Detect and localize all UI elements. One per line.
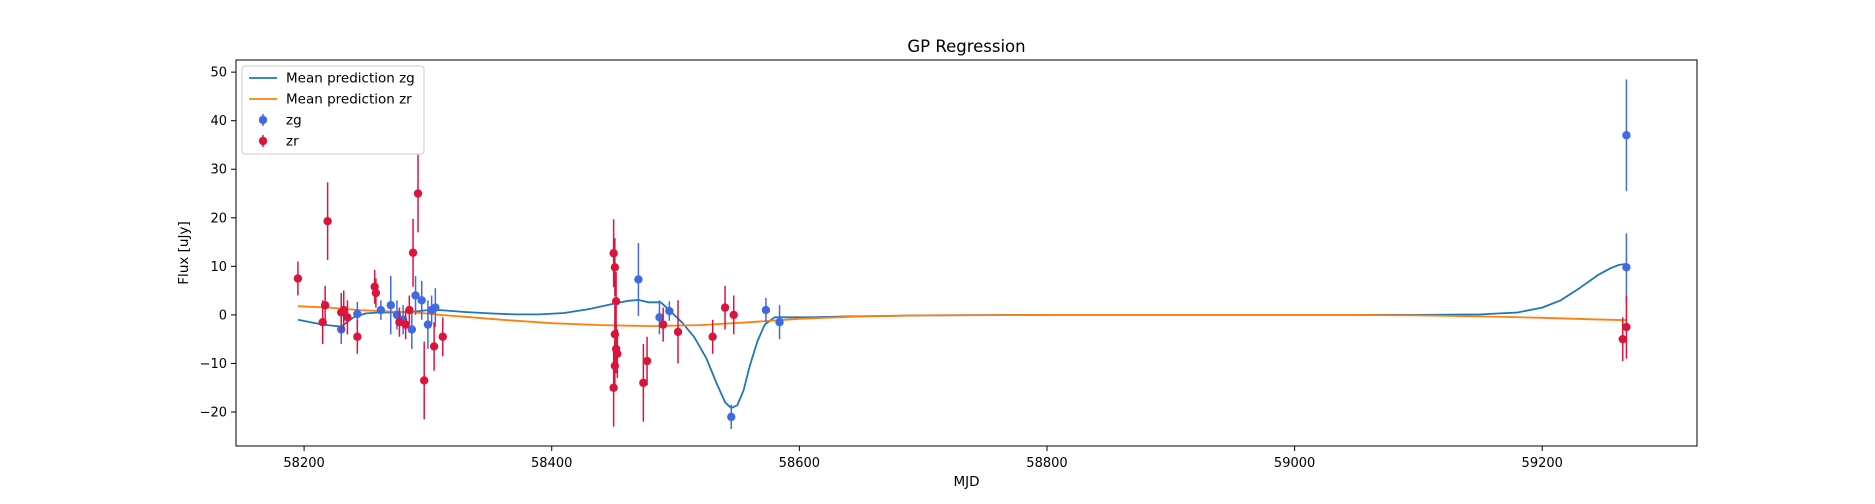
series-line-mean-prediction-zr [297,305,1627,327]
data-point-zr [413,189,423,198]
data-point-zg [411,291,420,300]
series-line-mean-prediction-zg [297,263,1627,409]
data-point-zr [343,313,352,322]
data-point-zr [320,300,330,310]
data-point-zg [727,412,736,422]
y-tick-label: 50 [210,66,227,81]
y-tick-label: 20 [210,211,227,226]
data-point-zg [407,325,417,334]
legend-marker-swatch [258,115,268,125]
data-point-zr [609,383,618,392]
x-axis-label: MJD [953,474,979,490]
y-axis-label: Flux [uJy] [176,221,192,284]
data-point-zr [1622,322,1631,332]
data-point-zg [1622,263,1631,272]
data-point-zr [1618,334,1627,344]
x-tick-label: 58400 [531,456,572,471]
data-point-zg [1622,131,1631,140]
data-point-zr [429,342,439,351]
plot-area: 58200 58400 58600 58800 59000 59200 −20 −10 0 10 2… [200,59,1698,471]
x-tick-label: 58800 [1026,456,1067,471]
data-point-zr [293,274,303,283]
series-zr-points [293,154,1631,427]
x-tick-label: 58200 [283,456,324,471]
data-point-zg [353,309,362,319]
data-point-zg [431,303,440,312]
data-point-zg [386,300,395,310]
data-point-zg [634,275,643,284]
data-point-zr [658,320,668,329]
data-point-zr [639,378,648,388]
data-point-zr [673,327,683,337]
data-point-zr [408,248,418,257]
data-point-zr [371,288,381,298]
data-point-zr [438,332,447,341]
axes-frame [235,59,1698,447]
data-point-zg [665,306,674,316]
data-point-zg [775,317,784,327]
legend: Mean prediction zg Mean prediction zr zg zr [241,65,425,155]
data-point-zr [729,310,738,320]
legend-marker-swatch [258,136,268,146]
x-tick-label: 59000 [1274,456,1315,471]
data-point-zr [353,332,362,341]
data-point-zr [642,356,652,366]
data-point-zr [611,297,621,306]
plot-series-group [293,79,1631,430]
y-tick-label: −10 [200,357,227,372]
x-tick-label: 58600 [779,456,820,471]
data-point-zr [610,263,620,272]
data-point-zg [655,313,664,322]
chart-title: GP Regression [907,37,1025,56]
data-point-zg [761,305,771,315]
legend-label: zg [286,113,302,129]
legend-label: Mean prediction zg [286,71,415,87]
y-tick-label: 0 [219,308,227,323]
data-point-zg [423,320,433,329]
series-zg-points [337,79,1631,430]
y-tick-label: 40 [210,114,227,129]
data-point-zr [405,305,414,315]
data-point-zr [609,249,618,258]
legend-box [241,65,425,155]
x-tick-label: 59200 [1522,456,1563,471]
y-tick-label: −20 [200,406,227,421]
data-point-zr [401,320,410,329]
legend-label: zr [286,134,299,150]
data-point-zr [419,376,429,385]
legend-label: Mean prediction zr [286,92,412,108]
data-point-zr [613,349,622,358]
data-point-zg [376,305,386,315]
data-point-zr [708,332,717,341]
data-point-zg [417,296,426,305]
data-point-zr [720,303,730,312]
data-point-zr [339,305,348,315]
y-tick-label: 10 [210,260,227,275]
data-point-zr [323,216,332,226]
y-tick-label: 30 [210,163,227,178]
data-point-zr [370,282,379,291]
